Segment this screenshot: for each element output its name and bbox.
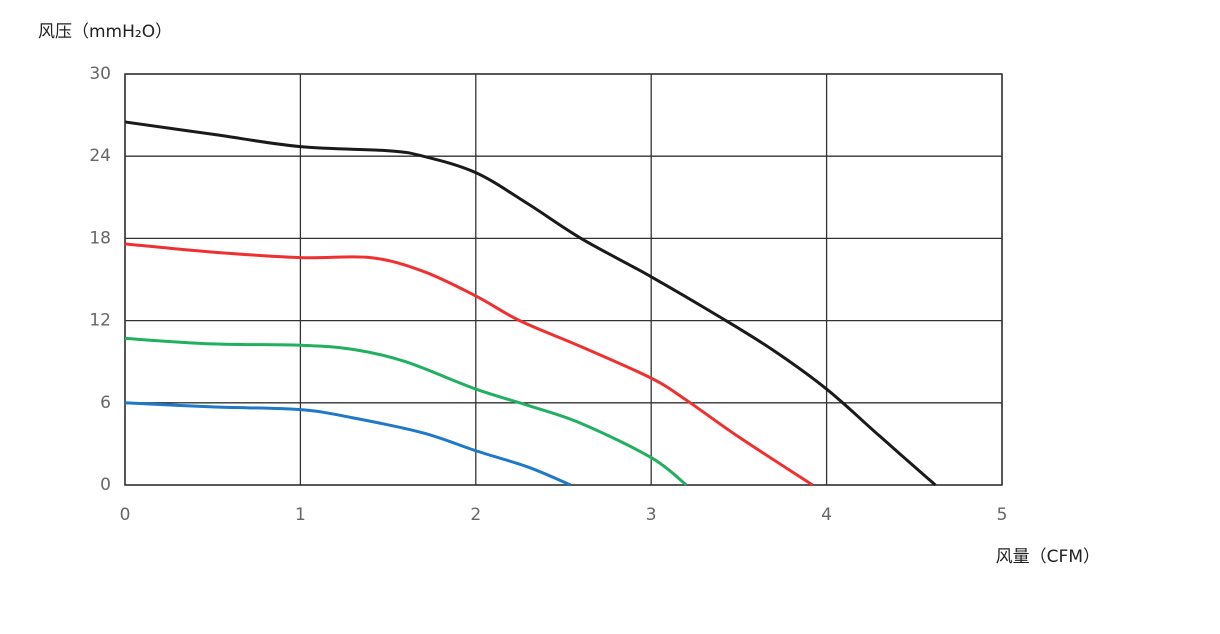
y-tick-label: 0 — [100, 475, 111, 495]
y-tick-label: 6 — [100, 393, 111, 413]
line-series — [124, 120, 937, 487]
plot-frame — [124, 73, 1003, 486]
y-tick-label: 24 — [89, 146, 111, 166]
y-tick-label: 18 — [89, 228, 111, 248]
x-tick-label: 5 — [997, 505, 1008, 525]
line-series — [124, 401, 572, 487]
x-tick-label: 0 — [120, 505, 131, 525]
line-series — [124, 336, 688, 487]
x-tick-label: 4 — [821, 505, 832, 525]
x-tick-label: 3 — [646, 505, 657, 525]
x-axis-label: 风量（CFM） — [996, 547, 1100, 567]
x-tick-label: 2 — [470, 505, 481, 525]
x-tick-label: 1 — [295, 505, 306, 525]
y-tick-label: 12 — [89, 311, 111, 331]
line-series — [124, 242, 814, 487]
y-tick-label: 30 — [89, 64, 111, 84]
y-axis-label: 风压（mmH₂O） — [38, 22, 172, 42]
